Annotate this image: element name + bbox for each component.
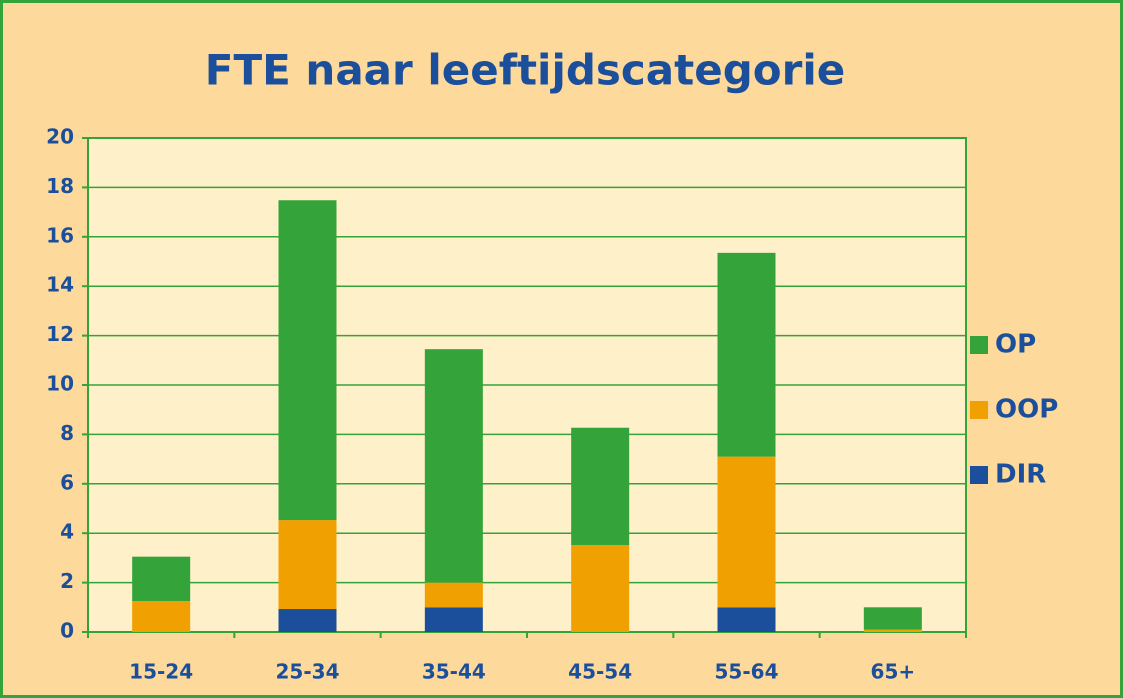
bar-segment	[571, 545, 630, 632]
bar-segment	[571, 427, 630, 546]
y-tick-label: 16	[46, 223, 74, 247]
legend-label: DIR	[995, 460, 1046, 490]
legend-swatch	[970, 466, 988, 484]
bar-segment	[424, 607, 483, 632]
y-tick-label: 14	[46, 273, 74, 297]
bar-segment	[863, 607, 922, 630]
bar-segment	[717, 252, 776, 457]
legend-swatch	[970, 401, 988, 419]
x-tick-label: 25-34	[276, 660, 340, 684]
x-tick-label: 55-64	[715, 660, 779, 684]
y-tick-label: 18	[46, 174, 74, 198]
chart-title: FTE naar leeftijdscategorie	[205, 46, 845, 95]
bar-segment	[278, 520, 337, 610]
bar-segment	[863, 629, 922, 632]
legend-label: OOP	[995, 395, 1058, 425]
x-tick-label: 45-54	[568, 660, 632, 684]
bar-segment	[132, 556, 191, 602]
y-tick-label: 10	[46, 372, 74, 396]
y-tick-label: 4	[60, 520, 74, 544]
x-tick-label: 35-44	[422, 660, 486, 684]
y-tick-label: 12	[46, 322, 74, 346]
x-tick-label: 65+	[871, 660, 916, 684]
y-tick-label: 0	[60, 619, 74, 643]
bar-segment	[278, 609, 337, 632]
bar-segment	[278, 200, 337, 521]
bar-segment	[717, 607, 776, 632]
bar-segment	[132, 601, 191, 632]
y-tick-label: 8	[60, 421, 74, 445]
x-tick-label: 15-24	[129, 660, 193, 684]
legend-swatch	[970, 336, 988, 354]
y-tick-label: 6	[60, 470, 74, 494]
bar-segment	[424, 582, 483, 608]
bar-segment	[424, 349, 483, 583]
legend-label: OP	[995, 330, 1036, 360]
y-tick-label: 20	[46, 125, 74, 149]
y-tick-label: 2	[60, 569, 74, 593]
bar-segment	[717, 456, 776, 608]
